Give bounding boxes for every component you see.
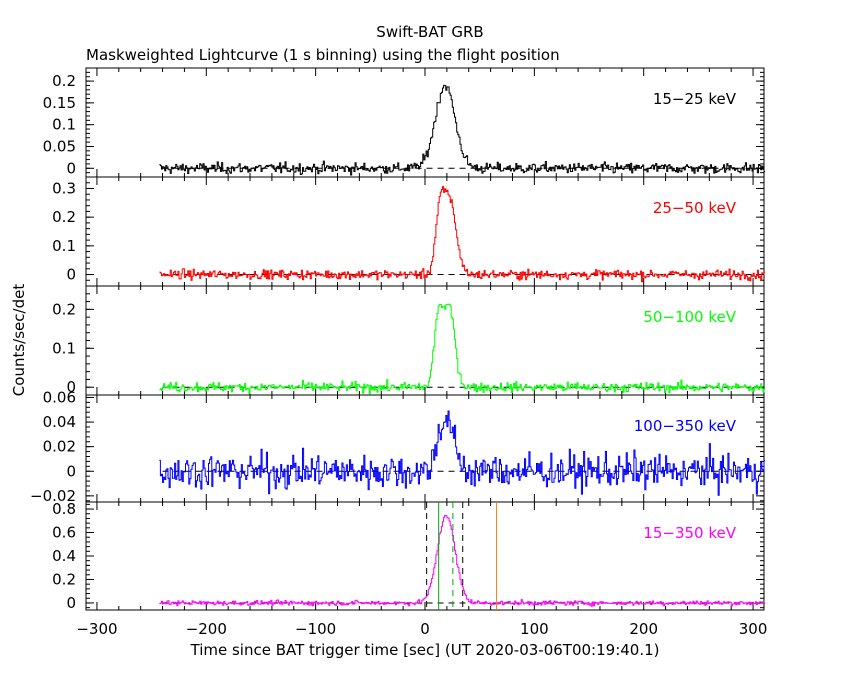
y-tick-label: 0 <box>66 462 76 480</box>
series-line <box>159 303 766 395</box>
y-tick-label: 0.1 <box>52 116 76 134</box>
x-tick-label: 100 <box>520 620 549 638</box>
chart-title: Swift-BAT GRB <box>376 23 483 41</box>
y-tick-label: 0.1 <box>52 339 76 357</box>
series-line <box>159 186 766 283</box>
y-tick-label: 0.06 <box>43 388 76 406</box>
y-axis-label: Counts/sec/det <box>10 284 28 397</box>
panel-frame <box>85 176 765 287</box>
y-tick-label: 0.3 <box>52 179 76 197</box>
x-tick-label: 0 <box>420 620 430 638</box>
panel-frame <box>85 67 765 178</box>
series-line <box>159 515 766 607</box>
y-tick-label: 0.15 <box>43 94 76 112</box>
x-tick-label: −100 <box>295 620 336 638</box>
band-label: 15−350 keV <box>643 524 736 542</box>
panel-3: −0.02 0 0.02 0.04 0.06 100−350 keV <box>30 388 766 505</box>
x-tick-label: 200 <box>629 620 658 638</box>
panel-0: 0 0.05 0.1 0.15 0.2 15−25 keV <box>43 67 766 178</box>
series-line <box>159 410 766 496</box>
y-tick-label: 0.6 <box>52 524 76 542</box>
y-tick-label: 0.2 <box>52 208 76 226</box>
y-tick-label: 0 <box>66 159 76 177</box>
series-line <box>159 84 766 176</box>
x-tick-label: −300 <box>76 620 117 638</box>
y-tick-label: 0.2 <box>52 72 76 90</box>
x-tick-label: −200 <box>186 620 227 638</box>
panel-4: 0 0.2 0.4 0.6 0.8 15−350 keV <box>52 500 766 612</box>
y-tick-label: 0 <box>66 594 76 612</box>
y-tick-label: 0.8 <box>52 500 76 518</box>
band-label: 25−50 keV <box>653 199 737 217</box>
panels-group: 0 0.05 0.1 0.15 0.2 15−25 keV 0 0.1 0.2 0.3 25−50 … <box>30 67 768 638</box>
y-tick-label: 0.02 <box>43 438 76 456</box>
y-tick-label: −0.02 <box>30 487 76 505</box>
y-tick-label: 0.4 <box>52 547 76 565</box>
y-tick-label: 0.04 <box>43 413 76 431</box>
y-tick-label: 0.2 <box>52 300 76 318</box>
band-label: 100−350 keV <box>634 417 737 435</box>
chart-subtitle: Maskweighted Lightcurve (1 s binning) us… <box>86 46 560 64</box>
panel-frame <box>85 501 765 611</box>
x-axis-label: Time since BAT trigger time [sec] (UT 20… <box>190 641 660 659</box>
panel-1: 0 0.1 0.2 0.3 25−50 keV <box>52 176 766 287</box>
panel-frame <box>85 285 765 396</box>
y-tick-label: 0 <box>66 266 76 284</box>
band-label: 50−100 keV <box>643 308 736 326</box>
band-label: 15−25 keV <box>653 90 737 108</box>
panel-frame <box>85 394 765 503</box>
y-tick-label: 0.2 <box>52 570 76 588</box>
y-tick-label: 0.1 <box>52 237 76 255</box>
y-tick-label: 0.05 <box>43 137 76 155</box>
y-tick-label: 0 <box>66 378 76 396</box>
panel-2: 0 0.1 0.2 50−100 keV <box>52 285 766 396</box>
x-tick-label: 300 <box>739 620 768 638</box>
